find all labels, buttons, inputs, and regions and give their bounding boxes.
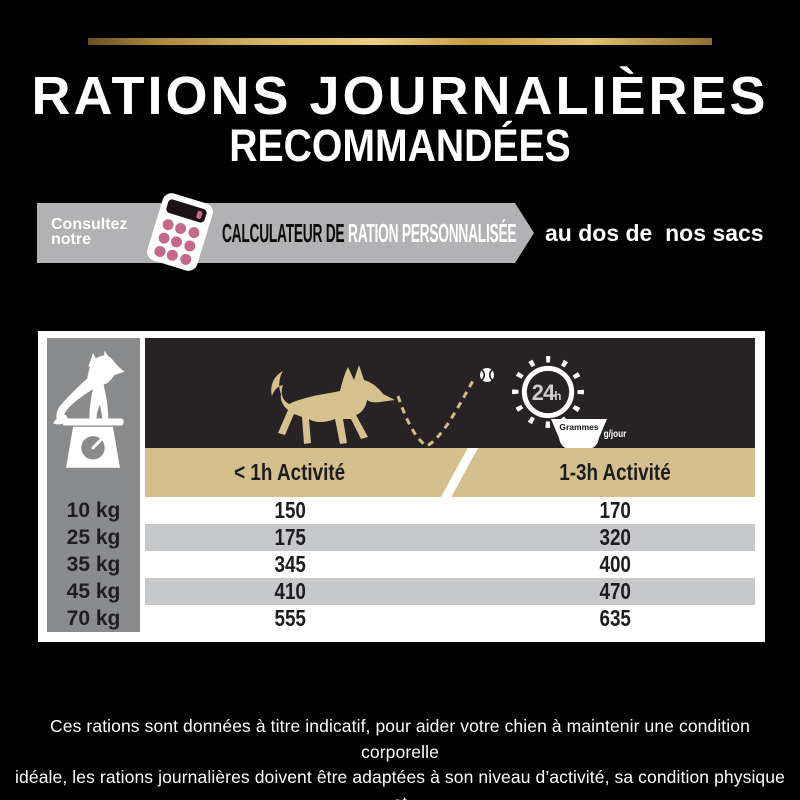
weight-label: 25 kg <box>66 526 121 549</box>
table-row: 410 470 <box>145 578 755 605</box>
weight-label: 45 kg <box>66 580 121 603</box>
ration-value: 345 <box>274 551 306 577</box>
ration-value: 555 <box>274 605 306 631</box>
ration-value: 150 <box>274 497 306 523</box>
calculator-label-light: RATION PERSONNALISÉE <box>348 217 517 248</box>
svg-text:24h: 24h <box>532 380 561 405</box>
table-header-band: 24h Grammes * g/jour <box>145 338 755 449</box>
weight-label: 70 kg <box>66 607 121 630</box>
calculator-keypad <box>152 216 203 268</box>
calculator-screen-dot <box>195 210 203 220</box>
activity-header-row: < 1h Activité 1-3h Activité <box>145 448 755 497</box>
page-title: RATIONS JOURNALIÈRES <box>31 66 769 126</box>
ration-value: 635 <box>599 605 631 631</box>
ball-bounce-path <box>396 368 494 448</box>
ration-value: 170 <box>599 497 631 523</box>
calculator-label-dark: CALCULATEUR DE <box>222 217 345 248</box>
banner-calculator-text: CALCULATEUR DE RATION PERSONNALISÉE <box>222 203 777 263</box>
disclaimer-line: idéale, les rations journalières doivent… <box>15 767 785 800</box>
calculator-body <box>144 190 216 274</box>
dog-running-icon <box>271 365 395 444</box>
calc-button <box>166 248 180 262</box>
clock-value: 24 <box>532 380 555 405</box>
tennis-ball-icon <box>480 368 494 382</box>
bowl-icon: Grammes <box>551 419 607 449</box>
calc-button <box>170 234 184 249</box>
weight-label: 10 kg <box>66 499 121 522</box>
calc-button <box>187 225 201 239</box>
ration-value: 400 <box>599 551 631 577</box>
banner-arrow-tip <box>515 203 534 263</box>
bowl-label: Grammes <box>559 422 598 432</box>
calculator-icon <box>143 190 217 274</box>
dog-on-scale-icon <box>53 350 125 468</box>
table-row: 175 320 <box>145 524 755 551</box>
header-divider-slash <box>441 448 478 497</box>
column-header-high-activity: 1-3h Activité <box>559 459 671 485</box>
ration-value: 175 <box>274 524 306 550</box>
ration-value: 320 <box>599 524 631 550</box>
calc-button <box>153 244 168 258</box>
unit-label: * g/jour <box>598 429 627 440</box>
table-row: 345 400 <box>145 551 755 578</box>
ration-value: 410 <box>274 578 306 604</box>
weight-label: 35 kg <box>66 553 121 576</box>
weight-column <box>47 338 140 632</box>
ration-value: 470 <box>599 578 631 604</box>
banner-suffix-label: au dos de nos sacs <box>545 219 764 246</box>
clock-unit: h <box>554 389 561 403</box>
disclaimer-line: Ces rations sont données à titre indicat… <box>50 716 750 762</box>
table-row: 150 170 <box>145 497 755 524</box>
calc-button <box>174 221 189 236</box>
page-subtitle: RECOMMANDÉES <box>229 120 571 171</box>
calc-button <box>157 230 172 245</box>
column-header-low-activity: < 1h Activité <box>234 459 346 485</box>
clock-24h-icon: 24h <box>512 356 584 428</box>
gold-divider <box>88 38 712 45</box>
table-row: 555 635 <box>145 605 755 632</box>
calculator-banner <box>37 203 515 263</box>
feeding-table: 24h Grammes * g/jour < 1h Activité 1-3h … <box>38 331 765 642</box>
calc-button <box>161 217 176 232</box>
banner-intro-label: Consultez notre <box>51 216 128 248</box>
calc-button <box>182 238 197 253</box>
calc-button <box>178 251 193 266</box>
disclaimer-text: Ces rations sont données à titre indicat… <box>10 714 790 800</box>
